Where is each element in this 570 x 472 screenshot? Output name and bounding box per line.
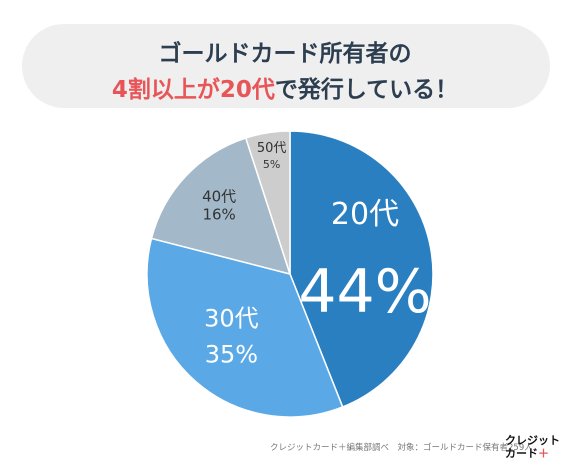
slice-percent-1: 44% xyxy=(298,257,431,327)
slice-label-1: 20代 xyxy=(331,197,399,232)
pie-slice-1 xyxy=(289,130,434,408)
slice-label-4: 50代 xyxy=(257,141,287,156)
headline-banner xyxy=(22,24,550,108)
headline-line-1: ゴールドカード所有者の xyxy=(158,41,412,67)
brand-plus-icon: ＋ xyxy=(538,447,549,460)
brand-logo: クレジット カード＋ xyxy=(505,434,561,460)
source-note: クレジットカード＋編集部調べ 対象：ゴールドカード保有者259人 xyxy=(270,443,533,453)
brand-line-1: クレジット xyxy=(505,434,560,447)
slice-percent-4: 5% xyxy=(263,158,280,171)
pie-slice-4 xyxy=(244,130,291,275)
slice-label-2: 30代 xyxy=(204,305,259,333)
slice-percent-3: 16% xyxy=(202,205,235,223)
brand-line-2: カード xyxy=(505,447,538,460)
slice-label-3: 40代 xyxy=(202,187,236,205)
headline-rest: で発行している！ xyxy=(274,77,459,103)
headline-highlight: 4割以上が20代 xyxy=(111,77,275,103)
slice-percent-2: 35% xyxy=(205,341,258,369)
headline-line-2: 4割以上が20代で発行している！ xyxy=(0,70,570,104)
pie-slice-3 xyxy=(150,137,292,276)
pie-slice-2 xyxy=(146,237,344,418)
